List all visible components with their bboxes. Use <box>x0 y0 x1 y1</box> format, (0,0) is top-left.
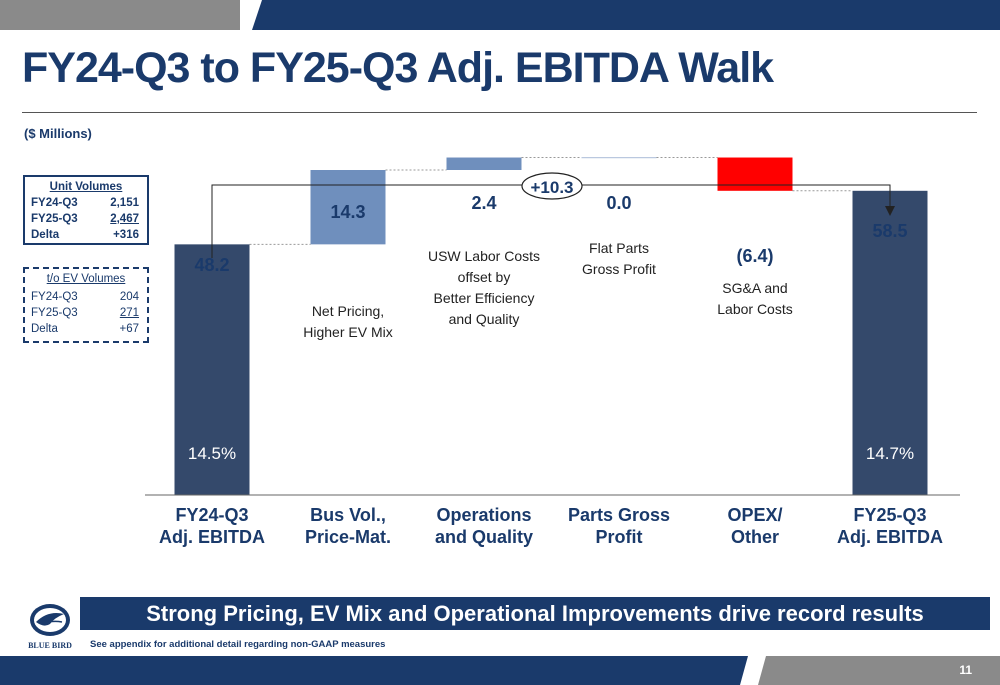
category-label: and Quality <box>435 527 533 547</box>
value-label: 0.0 <box>606 193 631 213</box>
ev-volumes-box: t/o EV Volumes FY24-Q3 204 FY25-Q3 271 D… <box>23 267 149 343</box>
page-title: FY24-Q3 to FY25-Q3 Adj. EBITDA Walk <box>22 44 774 92</box>
row-value: 2,467 <box>110 213 139 225</box>
row-label: Delta <box>31 323 58 335</box>
bottom-navy-band <box>0 656 748 685</box>
bar-annotation: Gross Profit <box>582 261 656 277</box>
margin-label: 14.7% <box>866 444 914 463</box>
unit-volumes-row: Delta +316 <box>31 229 139 245</box>
category-label: Other <box>731 527 779 547</box>
row-label: FY25-Q3 <box>31 213 78 225</box>
value-label: 58.5 <box>872 221 907 241</box>
value-label: 14.3 <box>330 202 365 222</box>
row-value: 2,151 <box>110 197 139 209</box>
top-navy-band <box>252 0 1000 30</box>
category-label: OPEX/ <box>727 505 782 525</box>
ev-volumes-row: FY25-Q3 271 <box>31 307 139 323</box>
unit-volumes-box: Unit Volumes FY24-Q3 2,151 FY25-Q3 2,467… <box>23 175 149 245</box>
bar-annotation: Higher EV Mix <box>303 324 392 340</box>
row-value: +67 <box>119 323 139 335</box>
category-label: Profit <box>596 527 643 547</box>
value-label: 2.4 <box>471 193 496 213</box>
category-label: Operations <box>436 505 531 525</box>
ev-volumes-row: Delta +67 <box>31 323 139 339</box>
page-number: 11 <box>959 663 972 677</box>
bar-annotation: SG&A and <box>722 280 787 296</box>
total-change-oval <box>521 172 583 200</box>
bar-annotation: USW Labor Costs <box>428 248 540 264</box>
top-gray-band <box>0 0 240 30</box>
value-label: (6.4) <box>736 246 773 266</box>
category-label: Bus Vol., <box>310 505 386 525</box>
category-label: FY25-Q3 <box>853 505 926 525</box>
bar-annotation: offset by <box>458 269 511 285</box>
bar-annotation: Labor Costs <box>717 301 792 317</box>
row-label: FY24-Q3 <box>31 291 78 303</box>
row-value: 204 <box>119 291 139 303</box>
waterfall-bar <box>174 244 250 495</box>
waterfall-bar <box>852 190 928 496</box>
bar-annotation: Better Efficiency <box>434 290 535 306</box>
unit-volumes-row: FY25-Q3 2,467 <box>31 213 139 229</box>
bottom-gray-band <box>758 656 1000 685</box>
ev-volumes-title: t/o EV Volumes <box>46 273 126 285</box>
unit-volumes-title: Unit Volumes <box>49 181 123 193</box>
waterfall-bar <box>581 157 657 159</box>
bar-annotation: Flat Parts <box>589 240 649 256</box>
row-label: FY25-Q3 <box>31 307 78 319</box>
category-label: Adj. EBITDA <box>159 527 265 547</box>
total-change-label: +10.3 <box>530 178 573 197</box>
row-value: 271 <box>119 307 139 319</box>
bar-annotation: and Quality <box>449 311 520 327</box>
ev-volumes-row: FY24-Q3 204 <box>31 291 139 307</box>
unit-volumes-row: FY24-Q3 2,151 <box>31 197 139 213</box>
margin-label: 14.5% <box>188 444 236 463</box>
category-label: Price-Mat. <box>305 527 391 547</box>
units-label: ($ Millions) <box>24 126 92 141</box>
waterfall-bar <box>717 157 793 191</box>
ebitda-waterfall-chart: 48.2 14.3 2.4 0.0 (6.4) 58.5 14.5% 14.7% Net Pri… <box>145 157 960 547</box>
bracket-arrow-icon <box>885 206 895 216</box>
category-label: Parts Gross <box>568 505 670 525</box>
title-divider <box>22 112 977 113</box>
blue-bird-logo: BLUE BIRD <box>28 604 72 650</box>
row-label: Delta <box>31 229 60 241</box>
category-label: Adj. EBITDA <box>837 527 943 547</box>
value-label: 48.2 <box>194 255 229 275</box>
category-label: FY24-Q3 <box>175 505 248 525</box>
waterfall-bar <box>446 157 522 170</box>
footnote: See appendix for additional detail regar… <box>90 639 386 650</box>
logo-text: BLUE BIRD <box>28 641 72 650</box>
row-value: +316 <box>113 229 139 241</box>
summary-banner: Strong Pricing, EV Mix and Operational I… <box>80 597 990 630</box>
row-label: FY24-Q3 <box>31 197 78 209</box>
waterfall-bar <box>310 170 386 245</box>
bar-annotation: Net Pricing, <box>312 303 384 319</box>
